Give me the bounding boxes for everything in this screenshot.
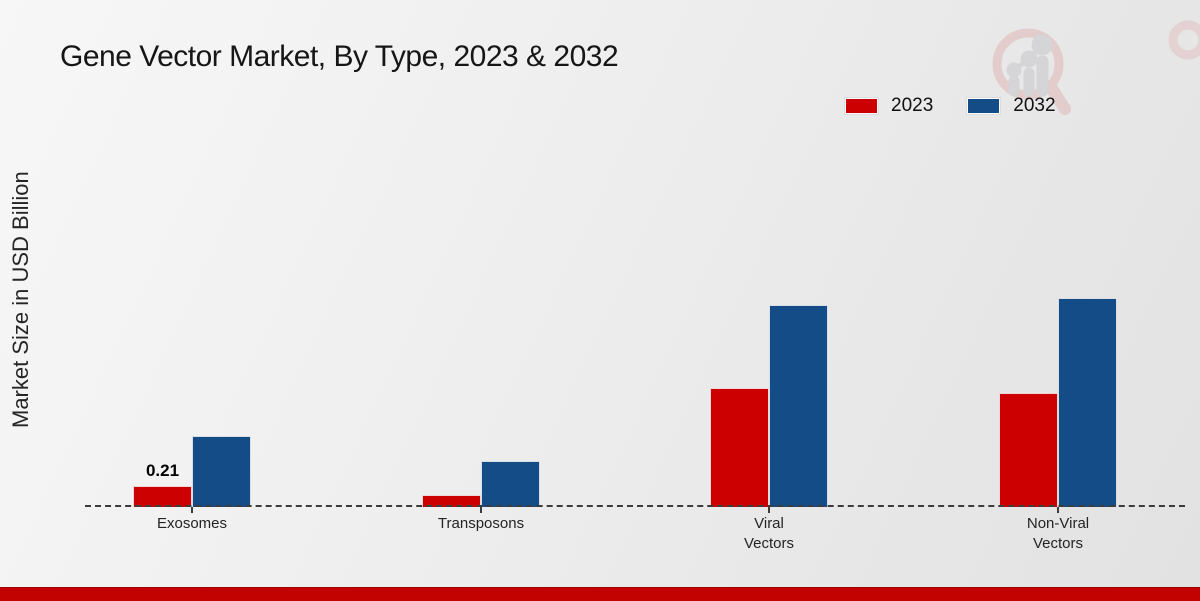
x-axis-tick [480, 507, 482, 513]
bar-value-label: 0.21 [145, 461, 180, 480]
legend-swatch-2023 [845, 98, 878, 114]
chart-legend: 2023 2032 [845, 95, 1056, 117]
bar-2023-exosomes [133, 486, 192, 507]
bar-2023-viral-vectors [710, 388, 769, 507]
legend-label-2023: 2023 [891, 95, 934, 116]
bar-2032-transposons [481, 461, 540, 507]
bar-2032-viral-vectors [769, 305, 828, 507]
legend-item-2023: 2023 [845, 95, 933, 117]
category-label-exosomes: Exosomes [156, 515, 228, 532]
x-axis-tick [1057, 507, 1059, 513]
y-axis-label: Market Size in USD Billion [8, 171, 33, 428]
legend-swatch-2032 [967, 98, 1001, 114]
bar-2032-non-viral-vectors [1058, 298, 1117, 507]
bar-2023-non-viral-vectors [999, 393, 1058, 507]
bar-2032-exosomes [192, 436, 251, 507]
category-label-non-viral-vectors: Non-Viral Vectors [1026, 515, 1090, 552]
chart-title: Gene Vector Market, By Type, 2023 & 2032 [60, 40, 619, 73]
legend-label-2032: 2032 [1013, 95, 1056, 116]
corner-decoration-icon [1168, 20, 1200, 60]
x-axis-baseline [85, 505, 1185, 507]
x-axis-tick [768, 507, 770, 513]
bar-2023-transposons [422, 495, 481, 507]
category-label-viral-vectors: Viral Vectors [743, 515, 795, 552]
legend-item-2032: 2032 [967, 95, 1056, 117]
footer-red-band [0, 587, 1200, 601]
magnifier-growth-chart-logo-icon [992, 28, 1071, 115]
x-axis-tick [191, 507, 193, 513]
category-label-transposons: Transposons [437, 515, 525, 532]
